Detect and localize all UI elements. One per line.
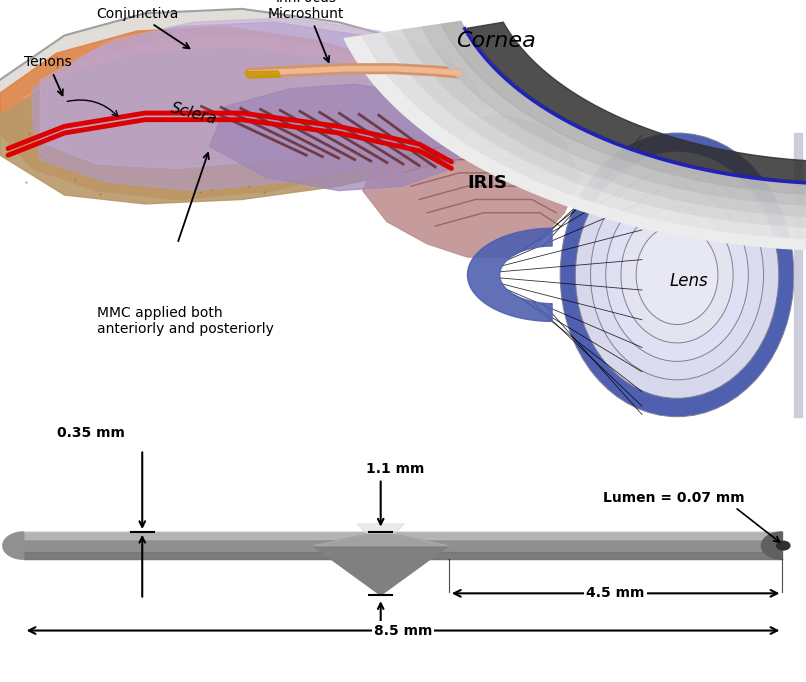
Ellipse shape bbox=[621, 207, 733, 343]
Polygon shape bbox=[357, 524, 405, 533]
Polygon shape bbox=[246, 71, 280, 78]
Polygon shape bbox=[762, 532, 783, 559]
Text: Lens: Lens bbox=[670, 273, 708, 291]
Text: MMC applied both
anteriorly and posteriorly: MMC applied both anteriorly and posterio… bbox=[97, 306, 273, 336]
Polygon shape bbox=[0, 27, 451, 199]
Text: 1.1 mm: 1.1 mm bbox=[366, 462, 424, 476]
Ellipse shape bbox=[560, 133, 794, 417]
Polygon shape bbox=[0, 48, 459, 204]
Polygon shape bbox=[0, 9, 484, 186]
Ellipse shape bbox=[591, 170, 763, 380]
Ellipse shape bbox=[636, 225, 718, 325]
Polygon shape bbox=[422, 24, 806, 206]
Text: 0.35 mm: 0.35 mm bbox=[57, 426, 125, 440]
Text: Tenons: Tenons bbox=[24, 55, 72, 95]
Polygon shape bbox=[442, 21, 806, 195]
Polygon shape bbox=[344, 36, 806, 250]
Text: Sclera: Sclera bbox=[168, 100, 218, 127]
Polygon shape bbox=[402, 27, 806, 217]
Text: IRIS: IRIS bbox=[467, 175, 508, 192]
Polygon shape bbox=[210, 84, 467, 191]
Polygon shape bbox=[313, 532, 449, 546]
Polygon shape bbox=[794, 133, 802, 417]
Text: InnFocus
Microshunt: InnFocus Microshunt bbox=[268, 0, 344, 62]
Polygon shape bbox=[313, 532, 449, 595]
Polygon shape bbox=[363, 115, 580, 257]
Polygon shape bbox=[32, 22, 467, 191]
Ellipse shape bbox=[606, 188, 748, 361]
Polygon shape bbox=[3, 532, 23, 559]
Polygon shape bbox=[383, 30, 806, 228]
Ellipse shape bbox=[575, 151, 779, 398]
Text: Lumen = 0.07 mm: Lumen = 0.07 mm bbox=[603, 491, 745, 505]
Text: Conjunctiva: Conjunctiva bbox=[96, 7, 189, 48]
Polygon shape bbox=[467, 23, 806, 183]
Polygon shape bbox=[364, 33, 806, 239]
Polygon shape bbox=[40, 18, 467, 168]
Text: 4.5 mm: 4.5 mm bbox=[587, 587, 645, 600]
Polygon shape bbox=[24, 35, 435, 195]
Circle shape bbox=[777, 542, 790, 550]
Text: Cornea: Cornea bbox=[456, 31, 535, 50]
Polygon shape bbox=[467, 228, 552, 321]
Text: 8.5 mm: 8.5 mm bbox=[374, 623, 432, 638]
